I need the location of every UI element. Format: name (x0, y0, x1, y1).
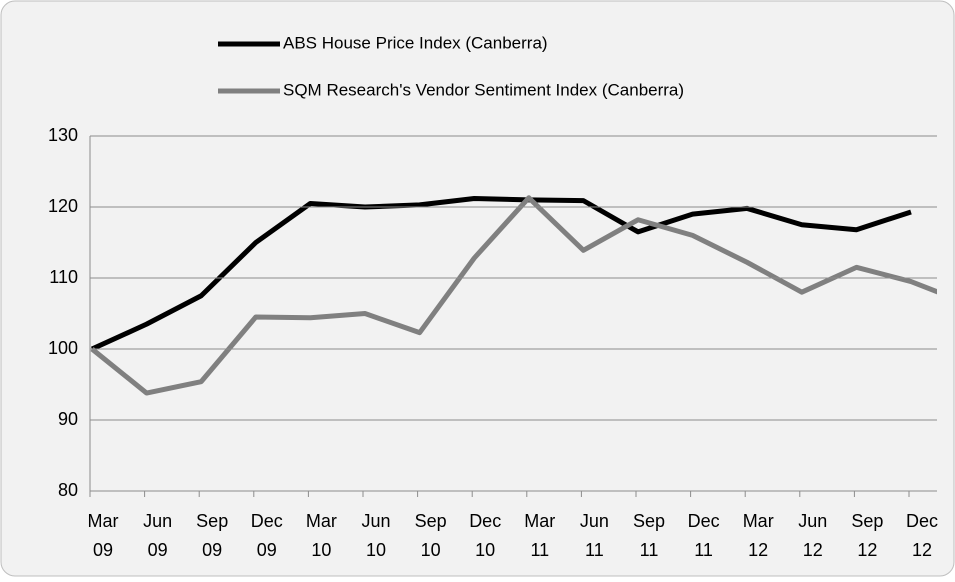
legend-label: ABS House Price Index (Canberra) (283, 33, 548, 52)
x-tick-label: Dec (469, 511, 501, 531)
x-tick-label: Sep (633, 511, 665, 531)
x-tick-label: 11 (530, 540, 549, 560)
series-line (90, 195, 912, 352)
x-tick-label: Mar (88, 511, 119, 531)
series-line (90, 195, 937, 396)
x-tick-label: 09 (148, 540, 168, 560)
x-tick-label: Mar (524, 511, 555, 531)
x-tick-label: Sep (851, 511, 883, 531)
x-tick-label: 12 (912, 540, 932, 560)
x-tick-label: Mar (743, 511, 774, 531)
x-tick-label: 09 (257, 540, 277, 560)
y-tick-label: 130 (48, 125, 78, 145)
x-tick-label: Sep (415, 511, 447, 531)
x-tick-label: Mar (306, 511, 337, 531)
y-tick-label: 100 (48, 338, 78, 358)
x-tick-label: 09 (202, 540, 222, 560)
x-tick-label: Jun (361, 511, 390, 531)
x-tick-label: 10 (475, 540, 495, 560)
plot-area (90, 195, 937, 396)
legend-label: SQM Research's Vendor Sentiment Index (C… (283, 80, 684, 99)
y-tick-label: 90 (58, 409, 78, 429)
x-tick-label: 10 (421, 540, 441, 560)
x-tick-label: 11 (640, 540, 659, 560)
x-tick-label: 12 (803, 540, 823, 560)
x-tick-label: 11 (585, 540, 604, 560)
x-tick-label: 09 (93, 540, 113, 560)
y-tick-label: 120 (48, 196, 78, 216)
x-tick-label: Dec (688, 511, 720, 531)
y-tick-label: 110 (49, 267, 78, 287)
x-tick-label: 11 (694, 540, 713, 560)
x-tick-label: 12 (857, 540, 877, 560)
x-tick-label: 10 (311, 540, 331, 560)
x-tick-label: Jun (798, 511, 827, 531)
x-tick-label: Sep (196, 511, 228, 531)
x-tick-label: Jun (580, 511, 609, 531)
x-tick-label: Dec (251, 511, 283, 531)
x-tick-label: Dec (906, 511, 938, 531)
x-tick-label: 10 (366, 540, 386, 560)
x-tick-label: Jun (143, 511, 172, 531)
x-tick-label: 12 (748, 540, 768, 560)
y-tick-label: 80 (58, 480, 78, 500)
